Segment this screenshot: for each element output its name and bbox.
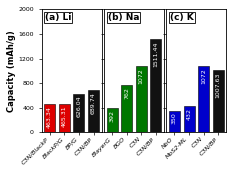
Text: (a) Li: (a) Li <box>45 13 72 22</box>
Text: 1072: 1072 <box>201 68 206 84</box>
Text: 392: 392 <box>109 110 115 122</box>
Text: (b) Na: (b) Na <box>108 13 139 22</box>
Bar <box>88 90 99 132</box>
Text: 465.31: 465.31 <box>62 106 67 127</box>
Bar <box>213 70 224 132</box>
Text: 1072: 1072 <box>139 68 144 84</box>
Y-axis label: Capacity (mAh/g): Capacity (mAh/g) <box>6 30 15 112</box>
Bar <box>121 85 132 132</box>
Bar <box>169 111 180 132</box>
Text: 626.04: 626.04 <box>76 96 81 117</box>
Text: 762: 762 <box>124 87 129 99</box>
Bar <box>59 104 70 132</box>
Text: 1007.63: 1007.63 <box>216 72 221 98</box>
Bar <box>44 104 55 132</box>
Bar <box>136 67 147 132</box>
Text: 432: 432 <box>187 108 191 120</box>
Text: 1511.44: 1511.44 <box>153 41 158 67</box>
Text: (c) K: (c) K <box>170 13 194 22</box>
Bar <box>106 108 118 132</box>
Text: 463.34: 463.34 <box>47 106 52 128</box>
Text: 689.74: 689.74 <box>91 92 96 114</box>
Bar <box>184 106 195 132</box>
Bar <box>198 67 209 132</box>
Text: 350: 350 <box>172 113 177 124</box>
Bar <box>73 94 84 132</box>
Bar <box>150 40 161 132</box>
